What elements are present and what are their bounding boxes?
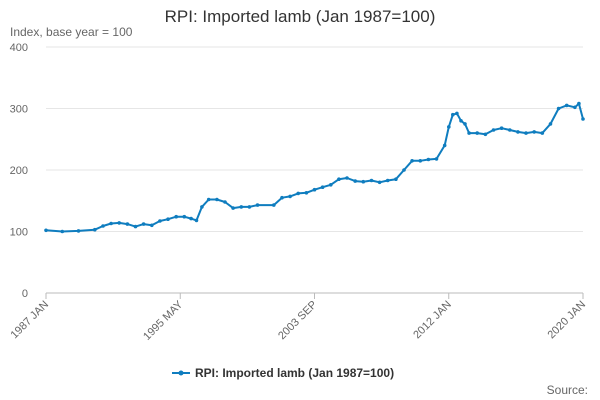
data-point[interactable] [247, 205, 252, 209]
data-point[interactable] [532, 130, 536, 134]
x-tick-label: 2020 JAN [545, 299, 588, 342]
data-point[interactable] [166, 217, 170, 221]
data-point[interactable] [548, 122, 553, 126]
data-point[interactable] [573, 105, 577, 110]
data-point[interactable] [223, 200, 227, 204]
data-point[interactable] [475, 131, 480, 135]
gridlines [46, 46, 583, 294]
data-point[interactable] [353, 179, 358, 183]
data-point[interactable] [377, 180, 382, 185]
data-point[interactable] [459, 119, 463, 123]
data-point[interactable] [540, 131, 545, 135]
data-point[interactable] [174, 214, 178, 219]
data-point[interactable] [556, 106, 561, 111]
data-point[interactable] [426, 157, 431, 162]
data-point[interactable] [451, 112, 455, 117]
data-point[interactable] [329, 183, 333, 187]
x-tick-label: 2003 SEP [276, 299, 320, 343]
data-point[interactable] [369, 178, 374, 183]
data-point[interactable] [125, 222, 130, 226]
data-point[interactable] [182, 214, 187, 219]
y-tick-label: 100 [10, 227, 28, 239]
x-axis: 1987 JAN 1995 MAY 2003 SEP 2012 JAN 2020 JAN [8, 293, 588, 343]
data-point[interactable] [109, 221, 113, 226]
data-point[interactable] [158, 219, 162, 223]
data-point[interactable] [361, 179, 366, 184]
data-point[interactable] [337, 177, 341, 181]
data-point[interactable] [239, 205, 244, 209]
data-point[interactable] [455, 111, 459, 116]
data-point[interactable] [418, 159, 423, 163]
legend[interactable]: RPI: Imported lamb (Jan 1987=100) [172, 366, 394, 380]
data-point[interactable] [304, 191, 309, 195]
series-line [45, 102, 584, 233]
data-point[interactable] [577, 101, 581, 106]
data-point[interactable] [206, 197, 211, 202]
y-tick-label: 200 [10, 165, 28, 177]
data-point[interactable] [385, 178, 390, 183]
data-point[interactable] [508, 128, 512, 132]
y-axis: 0 100 200 300 400 [10, 42, 28, 300]
data-point[interactable] [194, 218, 199, 223]
data-point[interactable] [133, 224, 138, 229]
y-axis-label: Index, base year = 100 [10, 25, 133, 39]
data-point[interactable] [442, 143, 447, 148]
data-point[interactable] [564, 103, 569, 108]
data-point[interactable] [93, 227, 97, 232]
data-point[interactable] [296, 191, 301, 196]
data-point[interactable] [463, 122, 467, 126]
data-point[interactable] [189, 216, 193, 221]
data-point[interactable] [516, 130, 520, 134]
data-point[interactable] [76, 229, 81, 233]
data-point[interactable] [215, 197, 219, 202]
data-point[interactable] [231, 206, 235, 210]
data-point[interactable] [434, 157, 439, 161]
legend-swatch-marker [178, 370, 184, 376]
data-point[interactable] [101, 224, 105, 228]
data-point[interactable] [581, 117, 585, 121]
source-label: Source: [547, 383, 588, 397]
data-point[interactable] [255, 203, 260, 207]
data-point[interactable] [150, 223, 154, 228]
data-point[interactable] [499, 126, 504, 130]
data-point[interactable] [117, 221, 121, 225]
data-point[interactable] [280, 195, 284, 200]
y-tick-label: 300 [10, 104, 28, 116]
series-lines [44, 101, 585, 234]
data-point[interactable] [467, 131, 471, 135]
chart-title: RPI: Imported lamb (Jan 1987=100) [165, 7, 436, 26]
data-point[interactable] [141, 222, 146, 226]
data-point[interactable] [483, 132, 488, 137]
data-point[interactable] [491, 128, 496, 132]
data-point[interactable] [288, 194, 292, 199]
data-point[interactable] [320, 185, 325, 189]
data-point[interactable] [524, 131, 528, 135]
data-point[interactable] [272, 203, 276, 207]
data-point[interactable] [402, 168, 406, 172]
x-tick-label: 2012 JAN [411, 299, 454, 342]
data-point[interactable] [312, 187, 317, 192]
data-point[interactable] [60, 229, 65, 234]
x-tick-label: 1995 MAY [141, 298, 186, 343]
data-point[interactable] [394, 177, 398, 181]
data-point[interactable] [410, 159, 414, 163]
y-tick-label: 0 [22, 288, 28, 300]
data-point[interactable] [345, 176, 349, 180]
x-tick-label: 1987 JAN [8, 299, 51, 342]
data-point[interactable] [447, 125, 451, 129]
legend-label: RPI: Imported lamb (Jan 1987=100) [195, 366, 394, 380]
y-tick-label: 400 [10, 42, 28, 54]
data-point[interactable] [44, 228, 48, 233]
data-point[interactable] [200, 205, 204, 209]
